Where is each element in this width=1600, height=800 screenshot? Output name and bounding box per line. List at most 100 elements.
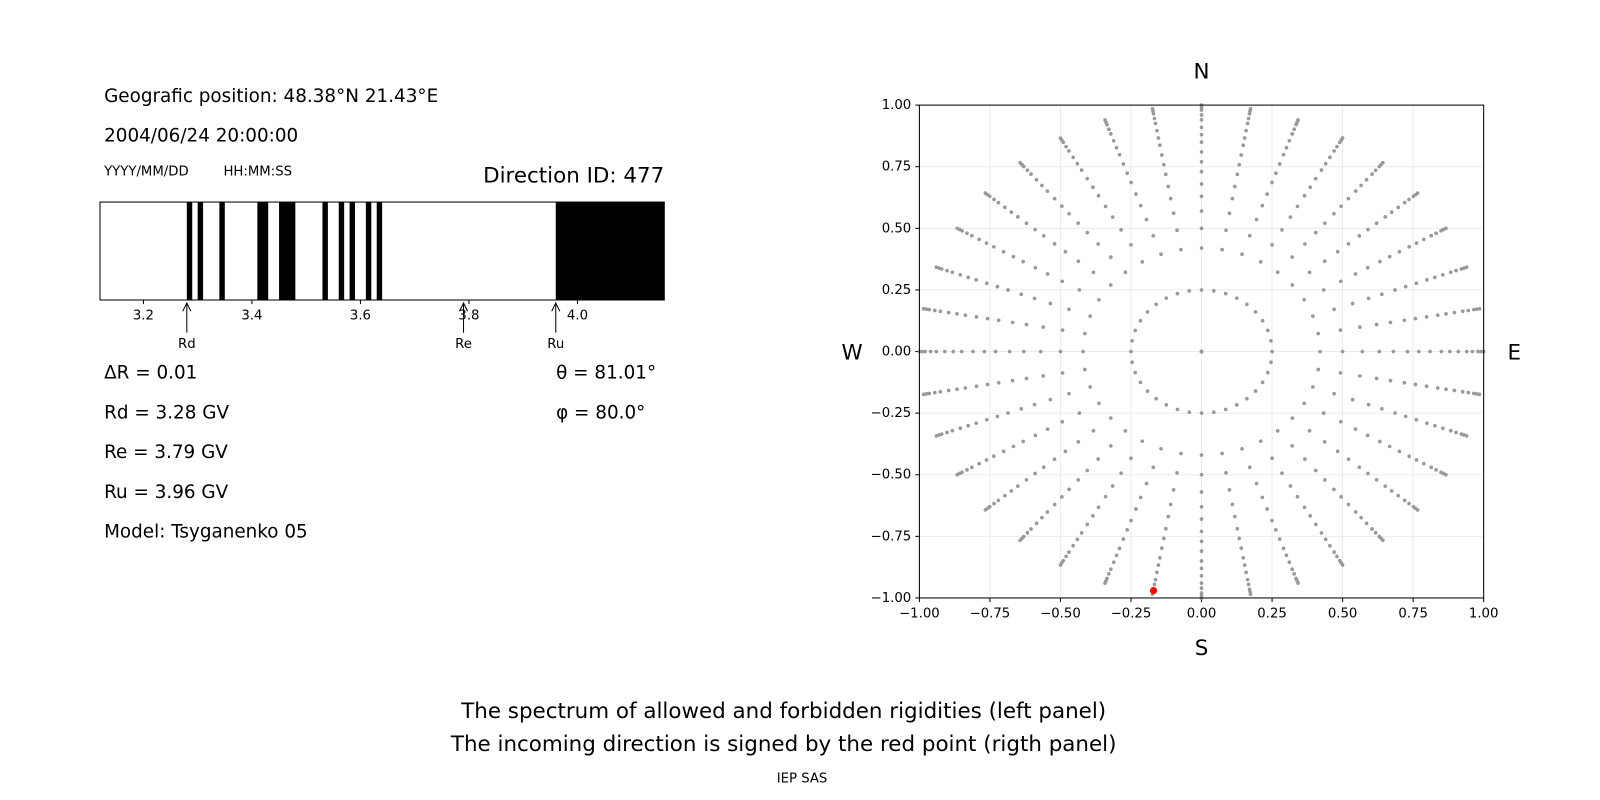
- direction-point: [1060, 328, 1065, 332]
- direction-point: [1471, 307, 1476, 312]
- direction-point: [1029, 172, 1033, 176]
- x-tick-label: 0.75: [1398, 606, 1428, 621]
- direction-point: [955, 472, 960, 477]
- direction-point: [1308, 514, 1312, 518]
- direction-point: [1402, 318, 1407, 323]
- direction-point: [1144, 217, 1149, 222]
- direction-point: [1134, 192, 1138, 196]
- direction-point: [1402, 380, 1407, 385]
- direction-point: [921, 392, 926, 397]
- direction-point: [1097, 297, 1101, 302]
- direction-point: [1476, 349, 1480, 354]
- forbidden-band: [219, 202, 225, 300]
- direction-point: [1145, 310, 1150, 314]
- direction-point: [1103, 494, 1108, 499]
- direction-point: [959, 349, 964, 354]
- forbidden-band: [186, 202, 193, 300]
- direction-point: [1123, 428, 1128, 433]
- direction-point: [1479, 349, 1483, 354]
- direction-point: [1471, 391, 1476, 396]
- direction-point: [1011, 444, 1016, 449]
- compass-label: W: [841, 341, 862, 366]
- direction-point: [1199, 118, 1204, 122]
- direction-point: [1335, 449, 1340, 454]
- direction-point: [1076, 478, 1081, 482]
- direction-point: [1159, 252, 1163, 257]
- direction-point: [1339, 495, 1344, 499]
- direction-point: [1357, 234, 1362, 238]
- direction-point: [1338, 371, 1343, 375]
- direction-point: [1470, 349, 1475, 354]
- direction-point: [955, 312, 959, 316]
- direction-point: [1247, 465, 1252, 470]
- forbidden-band: [349, 202, 356, 300]
- incoming-direction: [1149, 586, 1158, 595]
- direction-point: [1060, 495, 1064, 499]
- direction-point: [1199, 288, 1204, 292]
- direction-point: [1383, 215, 1388, 219]
- direction-point: [1414, 458, 1419, 462]
- direction-point: [1290, 567, 1295, 572]
- direction-point: [1199, 529, 1204, 534]
- direction-point: [1164, 403, 1169, 407]
- direction-point: [1357, 465, 1362, 470]
- direction-point: [1033, 471, 1037, 476]
- direction-point: [1280, 228, 1284, 232]
- direction-point: [1433, 275, 1437, 280]
- direction-point: [932, 308, 937, 313]
- direction-point: [934, 265, 939, 270]
- direction-point: [974, 315, 979, 319]
- direction-point: [1338, 419, 1343, 424]
- direction-point: [1223, 291, 1228, 296]
- direction-point: [1407, 244, 1412, 249]
- direction-point: [1454, 268, 1458, 273]
- direction-point: [1041, 234, 1046, 238]
- forbidden-band: [376, 202, 383, 300]
- direction-point: [1015, 215, 1020, 219]
- direction-point: [1129, 518, 1133, 523]
- direction-point: [1391, 349, 1396, 354]
- direction-point: [1064, 144, 1068, 149]
- direction-point: [985, 316, 990, 321]
- direction-point: [1160, 153, 1164, 157]
- x-tick-label: −0.50: [1040, 606, 1081, 621]
- direction-point: [1071, 543, 1075, 548]
- forbidden-band: [365, 202, 372, 300]
- direction-point: [1353, 272, 1358, 276]
- direction-point: [1448, 428, 1453, 433]
- direction-point: [1033, 227, 1037, 232]
- direction-point: [920, 349, 925, 354]
- direction-point: [1168, 502, 1173, 507]
- direction-point: [971, 349, 975, 354]
- direction-point: [1290, 444, 1295, 448]
- direction-point: [1407, 501, 1411, 506]
- direction-point: [1123, 270, 1128, 275]
- direction-point: [963, 386, 968, 390]
- direction-point: [1407, 197, 1411, 202]
- direction-point: [1067, 391, 1071, 396]
- direction-point: [1288, 484, 1293, 488]
- direction-point: [1108, 283, 1113, 287]
- direction-point: [1063, 449, 1068, 454]
- direction-point: [1187, 289, 1192, 293]
- direction-point: [966, 423, 971, 428]
- direction-point: [1199, 586, 1204, 590]
- direction-point: [1370, 527, 1374, 531]
- direction-point: [1110, 215, 1115, 219]
- direction-point: [1241, 555, 1246, 560]
- direction-point: [1466, 390, 1471, 395]
- caption: The incoming direction is signed by the …: [450, 732, 1117, 757]
- direction-point: [1199, 549, 1204, 553]
- direction-point: [1332, 307, 1336, 312]
- y-tick-label: 0.50: [882, 221, 912, 236]
- direction-point: [970, 465, 974, 470]
- direction-point: [934, 349, 939, 354]
- direction-point: [1088, 314, 1093, 318]
- direction-point: [1071, 155, 1075, 160]
- direction-point: [1199, 453, 1204, 457]
- direction-point: [1322, 439, 1327, 444]
- forbidden-band: [197, 202, 204, 300]
- direction-point: [1179, 451, 1183, 456]
- direction-point: [1414, 241, 1419, 245]
- direction-point: [1041, 374, 1045, 378]
